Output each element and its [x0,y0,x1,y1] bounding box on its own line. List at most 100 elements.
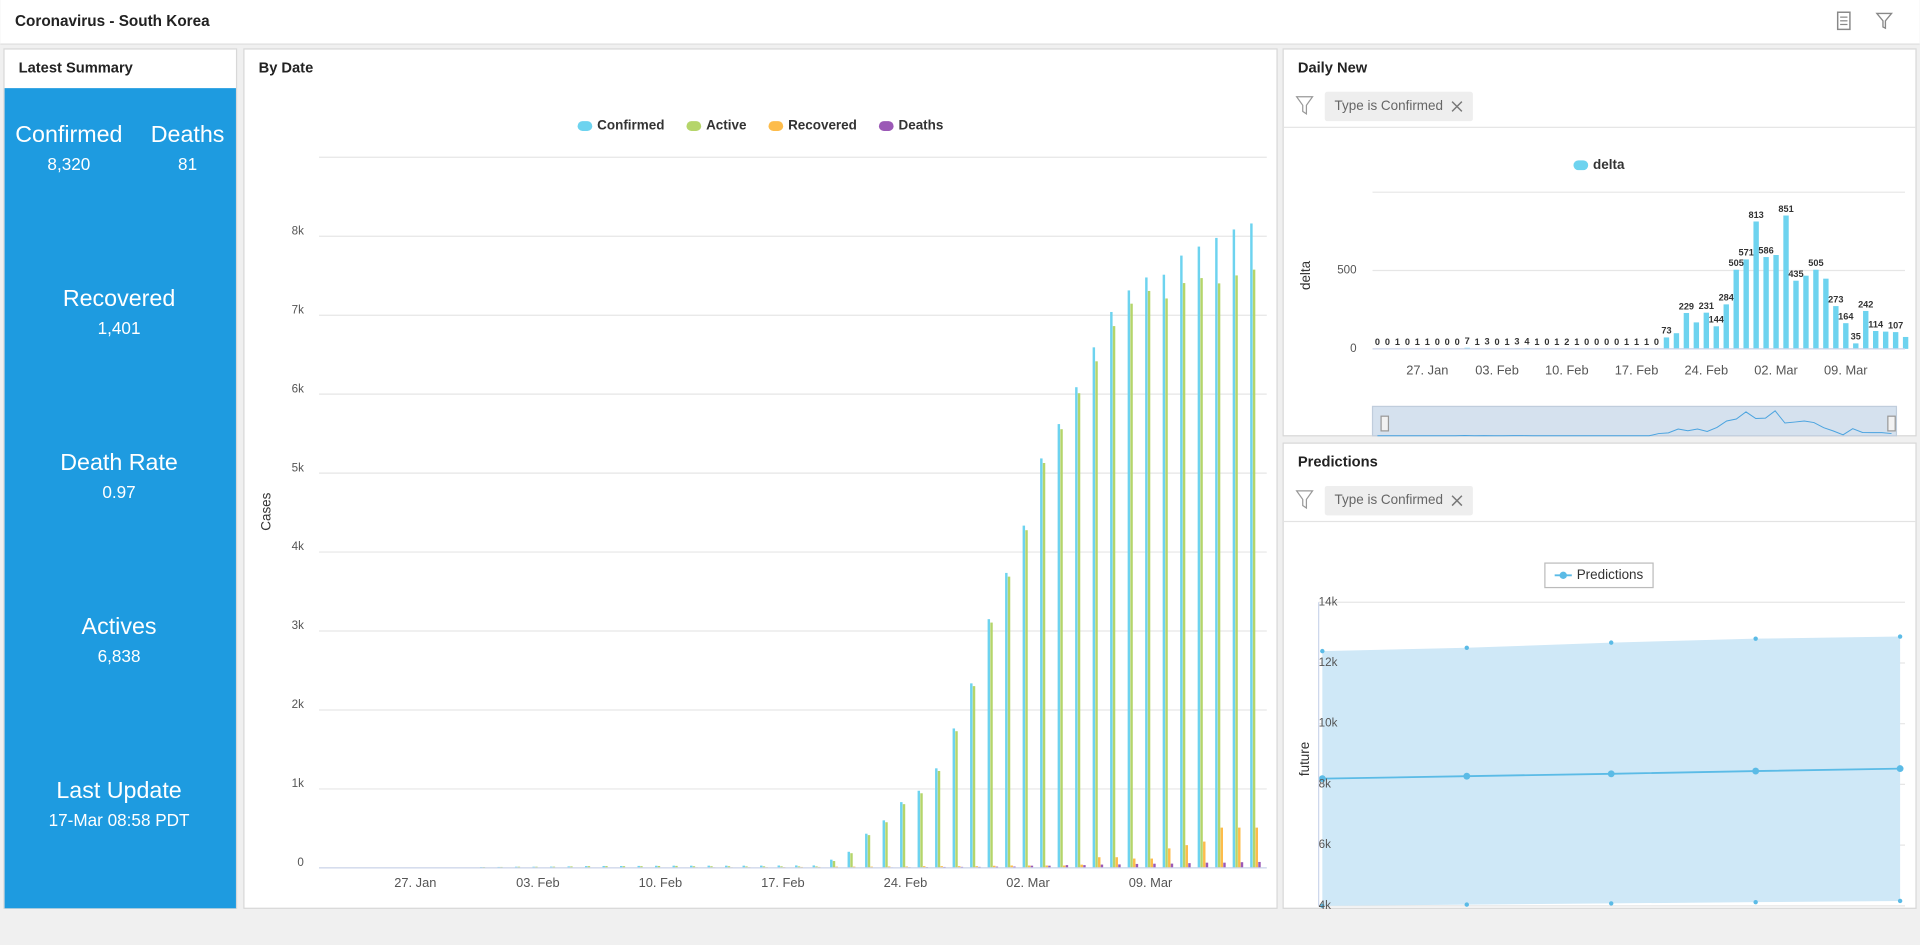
filter-remove[interactable] [1451,495,1463,507]
bar [570,866,573,868]
y-tick-label: 8k [292,224,304,237]
range-marker [1464,645,1469,650]
bar [905,866,908,868]
y-axis-title: delta [1298,260,1313,290]
bar [1753,221,1759,349]
bar [1793,280,1799,349]
legend: delta [1573,157,1625,172]
bar [1188,863,1191,868]
summary-label: Confirmed [15,121,122,147]
bar [1130,303,1133,868]
y-tick-label: 6k [292,382,304,395]
data-label: 0 [1584,337,1589,347]
bar [1147,290,1151,868]
bar [1873,331,1879,349]
bar [1240,862,1244,868]
legend-label: Deaths [898,118,943,133]
export-icon[interactable] [1836,11,1851,31]
bar [1118,864,1121,868]
bar [1092,347,1096,868]
data-label: 2 [1564,337,1569,347]
data-label: 164 [1838,311,1854,321]
bar [865,833,868,868]
bar [992,865,996,868]
y-tick-label: 6k [1319,838,1331,851]
bar [850,853,853,868]
bar [620,865,623,868]
data-label: 1 [1574,337,1579,347]
bar [1005,572,1008,868]
data-label: 1 [1634,337,1639,347]
data-label: 1 [1415,337,1420,347]
bar [622,866,626,868]
bar [1185,845,1188,868]
data-label: 107 [1888,320,1903,330]
bar [990,622,993,868]
bar [937,771,941,868]
bar [637,865,640,868]
data-label: 114 [1868,319,1884,329]
bar [587,866,591,868]
data-label: 0 [1594,337,1599,347]
range-marker [1320,903,1325,909]
summary-value: 17-Mar 08:58 PDT [49,810,190,830]
data-label: 7 [1465,336,1470,346]
filter-icon[interactable] [1875,12,1893,30]
bar [1127,290,1131,868]
bar [690,865,693,868]
bar [1112,326,1116,868]
bar [707,865,710,868]
navigator-series [1377,410,1892,437]
bar [835,866,838,868]
navigator [1371,405,1898,437]
y-tick-label: 8k [1319,777,1331,790]
data-label: 1 [1554,337,1559,347]
bar [1853,343,1859,349]
bar [777,865,780,868]
point [1318,775,1326,783]
x-tick-label: 24. Feb [1685,362,1729,377]
filter-chip[interactable] [1324,485,1473,516]
bar [1203,841,1206,868]
bar [1170,863,1174,868]
bar [1063,865,1066,868]
bar [1743,259,1749,349]
range-marker [1897,634,1903,639]
x-tick-label: 10. Feb [1545,362,1589,377]
legend-dot [1559,571,1567,579]
panel-title: By Date [259,60,314,76]
bar [549,866,553,868]
data-label: 1 [1644,337,1649,347]
y-tick-label: 2k [292,698,304,711]
data-label: 3 [1514,337,1519,347]
bar [812,865,816,868]
bar [970,683,973,868]
range-marker [1320,648,1325,654]
bar [1145,277,1148,868]
bar [830,859,833,868]
x-tick-label: 17. Feb [761,875,805,890]
bar [1150,858,1153,868]
x-tick-label: 03. Feb [1475,362,1519,377]
range-marker [1609,640,1614,645]
bar [1220,827,1223,868]
bar [1803,275,1809,349]
bar [1200,278,1203,868]
header-bar [0,0,1920,45]
x-tick-label: 10. Feb [639,875,683,890]
legend-symbol [686,121,702,131]
bar [900,802,903,868]
bar [882,820,886,868]
filter-chip[interactable] [1324,91,1473,122]
bar [1892,332,1899,349]
panel-title: Latest Summary [19,60,134,76]
data-label: 1 [1425,337,1430,347]
bar [885,822,888,868]
y-tick-label: 3k [292,619,304,632]
legend-label: Confirmed [597,118,664,133]
bar [1013,866,1016,868]
filter-funnel [1295,490,1314,510]
bar [1153,863,1156,868]
data-label: 1 [1624,337,1629,347]
filter-remove[interactable] [1451,101,1463,112]
